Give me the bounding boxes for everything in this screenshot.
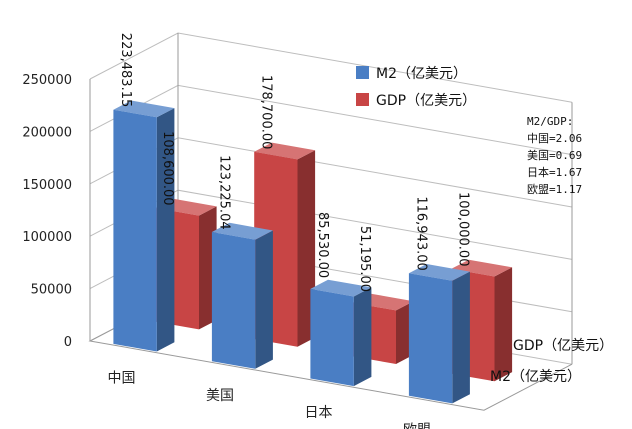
bar-front xyxy=(113,109,157,352)
bar-side xyxy=(255,230,273,369)
x-axis-categories: 中国美国日本欧盟 xyxy=(108,371,431,429)
category-label: 日本 xyxy=(305,405,333,421)
ratio-line-eu: 欧盟=1.17 xyxy=(527,183,582,196)
data-label: 51,195.00 xyxy=(357,226,372,292)
bar-top xyxy=(451,259,513,277)
y-axis-ticks: 0 50000 100000 150000 200000 250000 xyxy=(22,73,72,350)
data-labels: 108,600.00 178,700.00 51,195.00 100,000.00 2… xyxy=(118,33,471,292)
data-label: 100,000.00 xyxy=(456,192,471,266)
bar-top xyxy=(254,142,316,160)
y-tick-label: 100000 xyxy=(22,230,72,245)
y-tick-label: 50000 xyxy=(31,283,72,298)
data-label: 123,225.04 xyxy=(216,155,231,229)
depth-label-gdp: GDP（亿美元） xyxy=(513,338,613,354)
bar-front xyxy=(310,288,354,387)
bar xyxy=(408,264,470,404)
y-tick-label: 0 xyxy=(64,335,72,350)
bars xyxy=(113,100,513,404)
bar-top xyxy=(310,279,372,297)
depth-axis-labels: GDP（亿美元） M2（亿美元） xyxy=(490,338,613,385)
bar-top xyxy=(113,100,175,118)
bar-side xyxy=(494,267,513,382)
ratio-annotation: M2/GDP: 中国=2.06 美国=0.69 日本=1.67 欧盟=1.17 xyxy=(527,115,582,196)
data-label: 85,530.00 xyxy=(315,212,330,278)
y-tick-label: 200000 xyxy=(22,125,72,140)
bar-front xyxy=(211,232,256,369)
bar xyxy=(211,222,273,369)
depth-label-m2: M2（亿美元） xyxy=(490,369,581,385)
legend: M2（亿美元） GDP（亿美元） xyxy=(356,66,476,109)
legend-label-gdp: GDP（亿美元） xyxy=(376,93,476,109)
category-label: 欧盟 xyxy=(403,422,431,429)
ratio-title: M2/GDP: xyxy=(527,115,573,128)
data-label: 223,483.15 xyxy=(118,33,133,107)
category-label: 中国 xyxy=(108,371,136,387)
bar-side xyxy=(452,271,470,404)
bar-top xyxy=(408,264,470,281)
y-tick-label: 250000 xyxy=(22,73,72,88)
y-tick-label: 150000 xyxy=(22,178,72,193)
bar-side xyxy=(156,108,175,352)
bar xyxy=(310,279,372,387)
bar-front xyxy=(408,273,453,404)
ratio-line-china: 中国=2.06 xyxy=(527,132,582,145)
data-label: 178,700.00 xyxy=(259,75,274,149)
ratio-line-usa: 美国=0.69 xyxy=(527,149,582,162)
legend-label-m2: M2（亿美元） xyxy=(376,66,467,82)
bar xyxy=(113,100,175,352)
data-label: 108,600.00 xyxy=(160,131,175,205)
ratio-line-japan: 日本=1.67 xyxy=(527,165,582,179)
bar-side xyxy=(353,287,372,387)
category-label: 美国 xyxy=(206,388,234,404)
bar-top xyxy=(211,222,273,240)
legend-swatch-gdp xyxy=(356,93,369,106)
gridline xyxy=(89,32,573,103)
data-label: 116,943.00 xyxy=(413,196,428,270)
legend-swatch-m2 xyxy=(356,66,369,79)
